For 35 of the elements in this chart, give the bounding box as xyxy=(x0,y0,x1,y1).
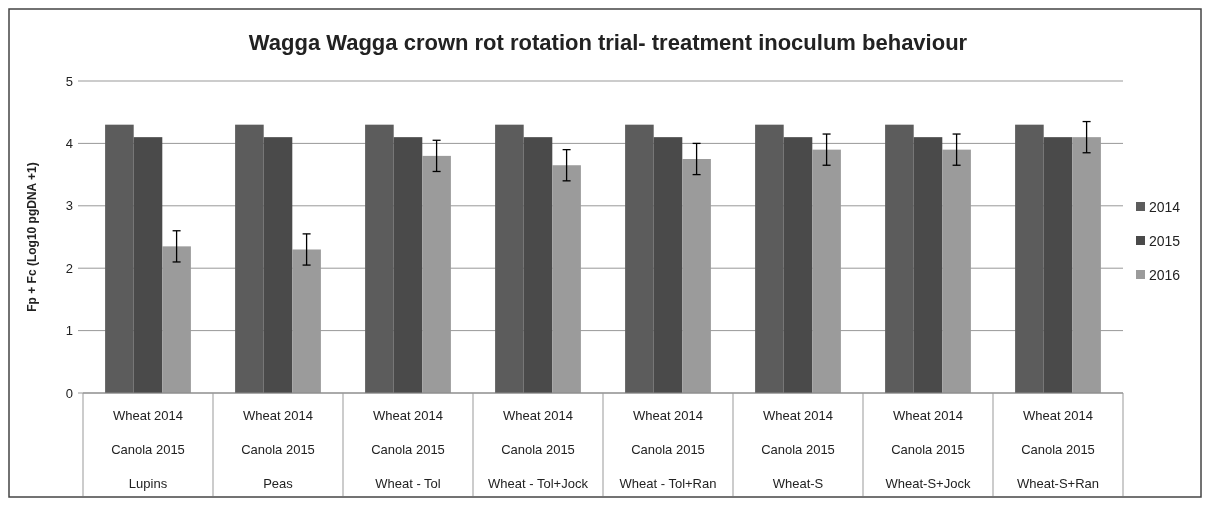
bar xyxy=(105,124,134,393)
bar xyxy=(523,137,553,393)
y-tick-label: 5 xyxy=(65,73,73,89)
bar xyxy=(885,124,914,393)
bar xyxy=(653,137,683,393)
category-label: Wheat 2014 Canola 2015 Wheat - Tol+Ran xyxy=(619,408,717,491)
bar xyxy=(783,137,813,393)
y-tick-label: 4 xyxy=(65,135,73,151)
bar xyxy=(755,124,784,393)
category-label: Wheat 2014 Canola 2015 Wheat - Tol+Jock xyxy=(488,408,588,491)
category-label: Wheat 2014 Canola 2015 Lupins xyxy=(111,408,185,491)
legend-label: 2015 xyxy=(1149,232,1181,249)
y-axis-title: Fp + Fc (Log10 pgDNA +1) xyxy=(25,162,39,312)
bar xyxy=(913,137,943,393)
bar xyxy=(393,137,423,393)
y-tick-label: 1 xyxy=(65,323,73,339)
bar xyxy=(495,124,524,393)
category-label: Wheat 2014 Canola 2015 Wheat-S xyxy=(761,408,835,491)
category-label: Wheat 2014 Canola 2015 Peas xyxy=(241,408,315,491)
category-label: Wheat 2014 Canola 2015 Wheat-S+Jock xyxy=(885,408,971,491)
bar xyxy=(625,124,654,393)
category-label: Wheat 2014 Canola 2015 Wheat - Tol xyxy=(371,408,445,491)
y-tick-label: 0 xyxy=(65,385,73,401)
bar xyxy=(1043,137,1073,393)
bar xyxy=(263,137,293,393)
bar xyxy=(133,137,163,393)
y-tick-label: 3 xyxy=(65,198,73,214)
y-tick-label: 2 xyxy=(65,260,73,276)
bar xyxy=(1015,124,1044,393)
legend-label: 2016 xyxy=(1149,266,1181,283)
bar xyxy=(365,124,394,393)
legend-label: 2014 xyxy=(1149,198,1181,215)
category-label: Wheat 2014 Canola 2015 Wheat-S+Ran xyxy=(1016,408,1100,491)
bar xyxy=(235,124,264,393)
chart-title: Wagga Wagga crown rot rotation trial- treatment inoculum behaviour xyxy=(248,30,968,55)
